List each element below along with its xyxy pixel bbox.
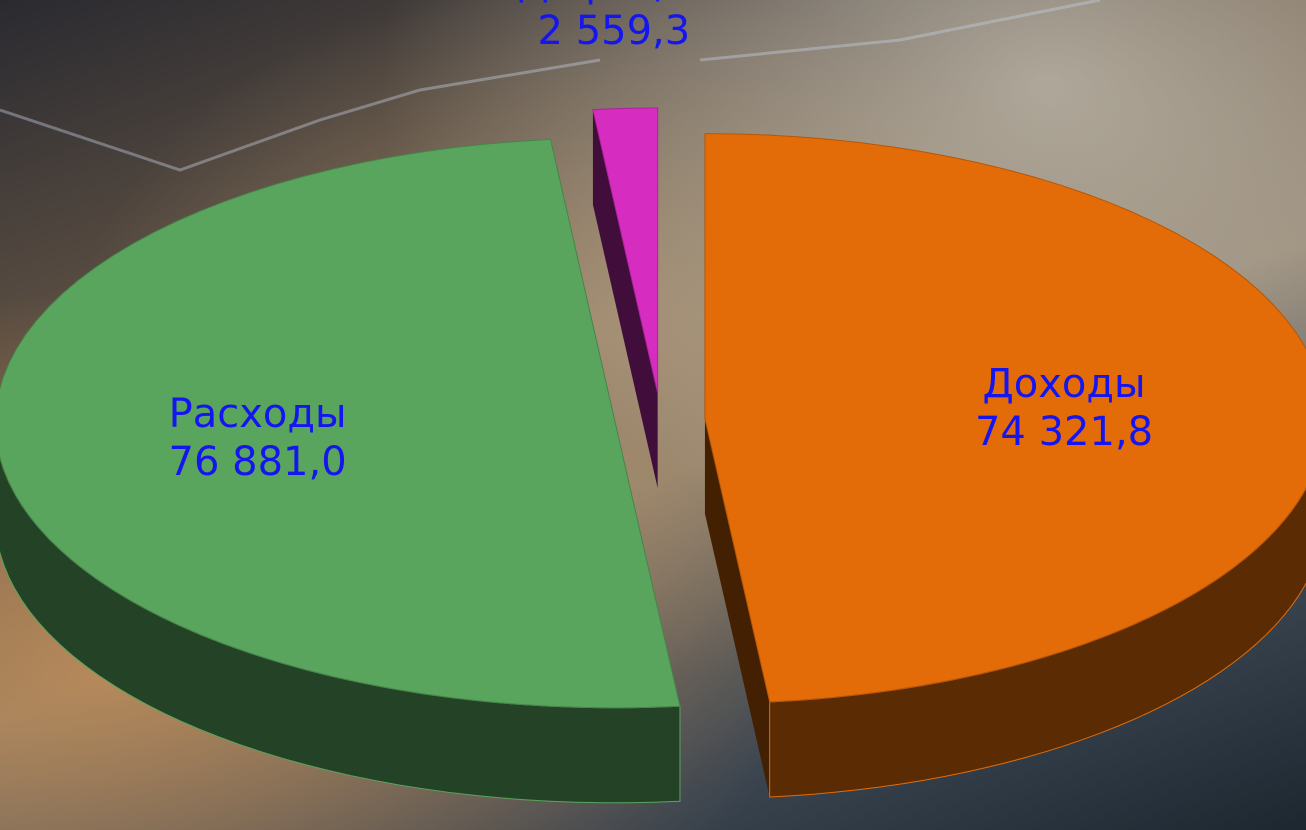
data-label-name: Расходы [169, 391, 347, 437]
pie-slice [704, 133, 1306, 798]
bg-line [699, 0, 1101, 62]
data-label-value: 76 881,0 [169, 439, 347, 485]
data-label-value: 74 321,8 [975, 409, 1153, 455]
slice-wall [592, 109, 658, 489]
pie-slice [0, 138, 681, 804]
slice-wall [704, 418, 770, 798]
slice-top [592, 107, 659, 394]
data-label-value: 2 559,3 [538, 8, 691, 54]
bg-line [0, 58, 601, 172]
slice-top [704, 133, 1306, 703]
data-label-name: Дефицит [518, 0, 711, 6]
slice-top [0, 138, 681, 709]
pie-slice [592, 107, 659, 489]
data-label-name: Доходы [982, 361, 1145, 407]
